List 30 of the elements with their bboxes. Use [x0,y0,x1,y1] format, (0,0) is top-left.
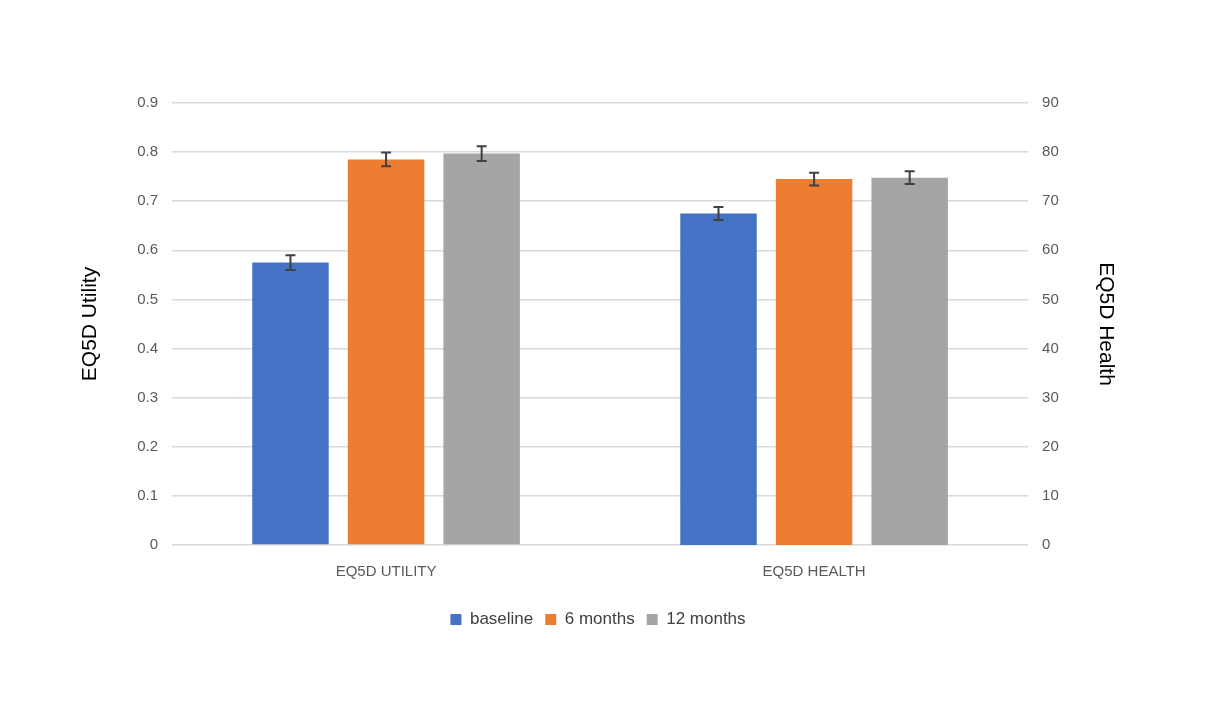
y-tick-label: 0.4 [137,338,159,356]
bar [347,159,425,545]
y-tick-label: 0.8 [137,142,159,160]
y2-axis-title: EQ5D Health [1095,262,1119,386]
x-tick-label: EQ5D UTILITY [335,562,437,580]
y2-tick-label: 0 [1042,535,1051,553]
y-tick-label: 0.7 [137,191,159,209]
y-tick-label: 0 [149,535,159,553]
y-tick-label: 0.1 [137,486,159,504]
y-tick-label: 0.9 [137,93,159,111]
y2-tick-label: 90 [1042,93,1059,111]
legend-label: baseline [469,609,534,629]
y2-tick-label: 60 [1042,240,1059,258]
y2-tick-label: 40 [1042,338,1059,356]
y-axis-title: EQ5D Utility [77,266,101,382]
y2-tick-label: 70 [1042,191,1059,209]
x-tick-label: EQ5D HEALTH [762,562,866,580]
y-tick-label: 0.3 [137,387,159,405]
bar [443,153,520,545]
legend-label: 6 months [564,609,635,629]
y2-tick-label: 50 [1042,289,1059,307]
y2-tick-label: 80 [1042,142,1059,160]
y-tick-label: 0.6 [137,240,159,258]
bar [252,262,329,545]
y2-tick-label: 10 [1042,486,1059,504]
y-tick-label: 0.5 [137,289,159,307]
y-tick-label: 0.2 [137,436,159,454]
y2-tick-label: 20 [1042,436,1059,454]
legend-label: 12 months [666,609,746,629]
y2-tick-label: 30 [1042,387,1059,405]
